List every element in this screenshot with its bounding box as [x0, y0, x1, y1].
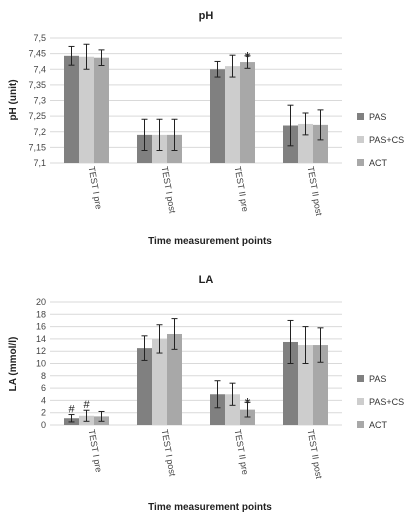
bar [167, 333, 182, 425]
legend-swatch [357, 421, 364, 428]
chart-title: LA [199, 274, 214, 286]
y-tick-label: 7,3 [33, 96, 46, 106]
y-axis-label: LA (mmol/l) [8, 337, 19, 392]
x-axis-label: Time measurement points [148, 502, 272, 513]
significance-marker: # [83, 399, 90, 411]
y-tick-label: 6 [41, 383, 46, 393]
legend-swatch [357, 136, 364, 143]
bar [313, 345, 328, 425]
y-tick-label: 18 [36, 309, 46, 319]
y-tick-label: 20 [36, 297, 46, 307]
bar [225, 394, 240, 425]
y-tick-label: 7,45 [28, 49, 46, 59]
category-label: TEST I post [160, 429, 178, 478]
y-tick-label: 7,1 [33, 158, 46, 168]
significance-marker: # [68, 404, 75, 416]
bar [225, 66, 240, 163]
y-tick-label: 4 [41, 395, 46, 405]
legend-swatch [357, 113, 364, 120]
y-tick-label: 7,2 [33, 127, 46, 137]
y-tick-label: 0 [41, 420, 46, 430]
legend-swatch [357, 398, 364, 405]
bar [283, 341, 298, 425]
y-tick-label: 16 [36, 322, 46, 332]
significance-marker: * [245, 395, 251, 412]
y-tick-label: 10 [36, 359, 46, 369]
ph-chart: pH 7,5 7,45 7,4 7,35 7,3 7,25 7,2 7,15 7,1 pH (uni… [8, 10, 404, 247]
legend-label: PAS [369, 374, 386, 384]
bar [152, 338, 167, 425]
y-tick-label: 7,15 [28, 142, 46, 152]
y-axis-label: pH (unit) [8, 79, 19, 120]
y-tick-label: 7,4 [33, 64, 46, 74]
legend-label: PAS [369, 112, 386, 122]
y-tick-label: 7,5 [33, 33, 46, 43]
bar [210, 394, 225, 425]
y-tick-label: 7,25 [28, 111, 46, 121]
category-label: TEST II pre [233, 166, 251, 213]
legend-label: ACT [369, 420, 388, 430]
bar [94, 57, 109, 163]
x-axis-label: Time measurement points [148, 236, 272, 247]
legend-label: PAS+CS [369, 135, 404, 145]
legend-label: PAS+CS [369, 397, 404, 407]
bar [210, 69, 225, 163]
bar [313, 124, 328, 163]
legend-swatch [357, 375, 364, 382]
legend-label: ACT [369, 158, 388, 168]
bar [298, 345, 313, 425]
bar [64, 55, 79, 163]
category-label: TEST II post [306, 166, 325, 217]
legend-swatch [357, 159, 364, 166]
category-label: TEST II pre [233, 429, 251, 476]
category-label: TEST I pre [87, 166, 104, 210]
category-label: TEST II post [306, 429, 325, 480]
bar [240, 62, 255, 163]
category-label: TEST I post [160, 166, 178, 215]
bar [79, 56, 94, 163]
bar [137, 348, 152, 425]
y-tick-label: 2 [41, 408, 46, 418]
y-tick-label: 8 [41, 371, 46, 381]
category-label: TEST I pre [87, 429, 104, 473]
significance-marker: * [245, 49, 251, 66]
chart-title: pH [199, 10, 214, 22]
y-tick-label: 14 [36, 334, 46, 344]
y-tick-label: 12 [36, 346, 46, 356]
y-tick-label: 7,35 [28, 80, 46, 90]
bar [298, 123, 313, 163]
